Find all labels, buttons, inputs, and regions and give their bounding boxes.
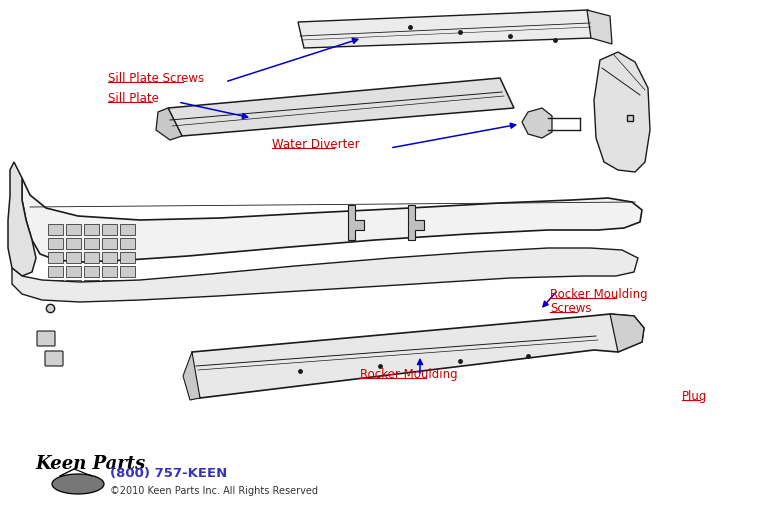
Text: Keen Parts: Keen Parts (35, 455, 146, 473)
Bar (48, 238, 63, 249)
Bar (48, 252, 63, 263)
Bar (120, 252, 135, 263)
Bar (66, 224, 81, 235)
Polygon shape (522, 108, 552, 138)
Text: (800) 757-KEEN: (800) 757-KEEN (110, 467, 227, 480)
Polygon shape (22, 178, 642, 262)
Bar (120, 280, 135, 291)
Text: Plug: Plug (682, 390, 708, 403)
Bar (102, 238, 117, 249)
Polygon shape (348, 205, 364, 240)
Bar (66, 252, 81, 263)
Bar (84, 238, 99, 249)
Text: Sill Plate: Sill Plate (108, 92, 159, 105)
Polygon shape (183, 352, 200, 400)
Bar (84, 224, 99, 235)
Polygon shape (156, 108, 182, 140)
FancyBboxPatch shape (37, 331, 55, 346)
Bar (84, 252, 99, 263)
Polygon shape (168, 78, 514, 136)
Bar (84, 280, 99, 291)
Text: Screws: Screws (550, 302, 591, 315)
Polygon shape (587, 10, 612, 44)
Bar (48, 266, 63, 277)
Bar (66, 238, 81, 249)
Bar (120, 238, 135, 249)
Bar (120, 224, 135, 235)
Polygon shape (8, 162, 36, 276)
Polygon shape (610, 314, 644, 352)
Text: Rocker Moulding: Rocker Moulding (360, 368, 457, 381)
Ellipse shape (52, 474, 104, 494)
Polygon shape (408, 205, 424, 240)
Bar (66, 280, 81, 291)
Polygon shape (298, 10, 592, 48)
Bar (66, 266, 81, 277)
Polygon shape (192, 314, 644, 398)
Text: Rocker Moulding: Rocker Moulding (550, 288, 648, 301)
Bar (102, 252, 117, 263)
Text: ©2010 Keen Parts Inc. All Rights Reserved: ©2010 Keen Parts Inc. All Rights Reserve… (110, 486, 318, 496)
Bar (102, 224, 117, 235)
Text: Water Diverter: Water Diverter (272, 138, 360, 151)
Bar (48, 224, 63, 235)
Polygon shape (12, 248, 638, 302)
Polygon shape (594, 52, 650, 172)
FancyBboxPatch shape (45, 351, 63, 366)
Bar (102, 280, 117, 291)
Bar (84, 266, 99, 277)
Text: Sill Plate Screws: Sill Plate Screws (108, 72, 204, 85)
Bar (120, 266, 135, 277)
Bar (102, 266, 117, 277)
Bar (48, 280, 63, 291)
